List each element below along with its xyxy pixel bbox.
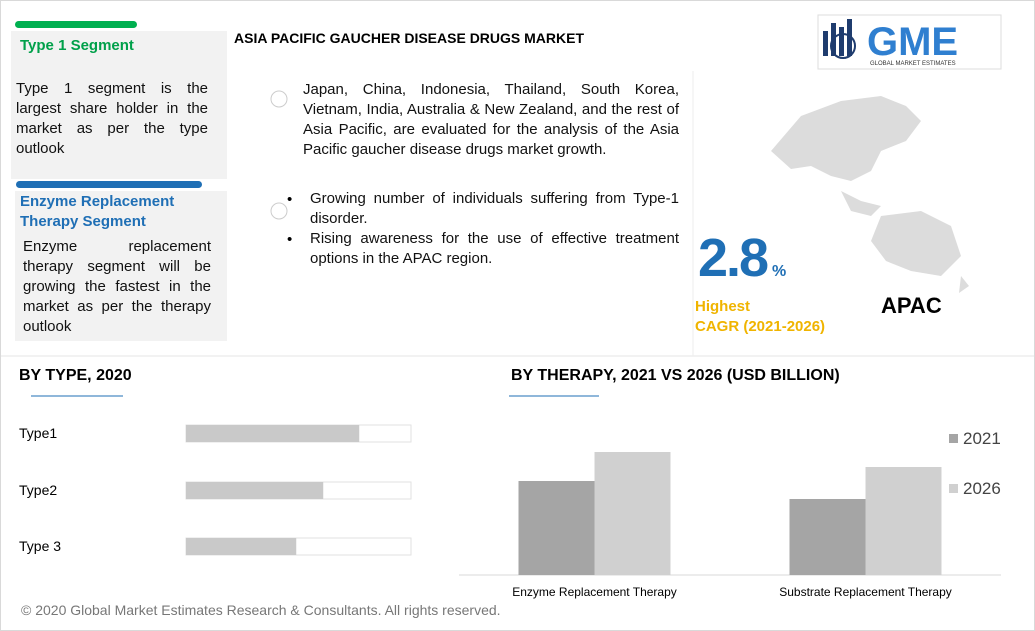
chart-title: BY TYPE, 2020	[19, 367, 132, 384]
icon	[270, 90, 288, 108]
bar	[518, 481, 595, 575]
legend-swatch	[949, 484, 958, 493]
category-label: Type2	[19, 482, 57, 498]
stat-label: CAGR (2021-2026)	[695, 318, 826, 335]
accent-bar	[16, 181, 202, 188]
bullet: •	[287, 231, 292, 248]
stat-value: 2.8	[698, 228, 769, 288]
bar	[789, 499, 866, 575]
logo-icon	[823, 19, 856, 59]
icon	[270, 202, 288, 220]
x-tick-label: Enzyme Replacement Therapy	[512, 585, 677, 599]
logo-subtitle: GLOBAL MARKET ESTIMATES	[870, 61, 956, 67]
map	[771, 96, 969, 293]
stat-label: Highest	[695, 298, 751, 315]
panel	[15, 191, 227, 341]
category-label: Type1	[19, 425, 57, 441]
legend-label: 2026	[963, 479, 1001, 498]
summary-intro: Japan, China, Indonesia, Thailand, South…	[303, 81, 679, 158]
chart-title: BY THERAPY, 2021 VS 2026 (USD BILLION)	[511, 367, 840, 384]
legend-swatch	[949, 434, 958, 443]
bar	[865, 467, 942, 575]
stat-unit: %	[772, 263, 787, 280]
region: APAC	[881, 293, 942, 318]
bar	[186, 482, 324, 499]
bar	[186, 425, 360, 442]
category-label: Type 3	[19, 538, 61, 554]
page-title: ASIA PACIFIC GAUCHER DISEASE DRUGS MARKE…	[234, 30, 585, 46]
bar	[186, 538, 297, 555]
accent-bar	[15, 21, 137, 28]
footer: © 2020 Global Market Estimates Research …	[21, 602, 501, 618]
summary-bullet: Growing number of individuals suffering …	[310, 190, 679, 227]
panel	[11, 31, 227, 179]
segment-text: Type 1 segment is the largest share hold…	[16, 80, 208, 157]
segment-text: Enzyme replacement therapy segment will …	[23, 238, 211, 335]
segment-title: Enzyme Replacement Therapy Segment	[20, 193, 175, 230]
x-tick-label: Substrate Replacement Therapy	[779, 585, 952, 599]
summary-bullet: Rising awareness for the use of effectiv…	[310, 230, 679, 267]
legend-label: 2021	[963, 429, 1001, 448]
logo-text: GME	[867, 20, 958, 64]
bullet: •	[287, 191, 292, 208]
segment-title: Type 1 Segment	[20, 37, 134, 54]
bar	[594, 452, 671, 575]
